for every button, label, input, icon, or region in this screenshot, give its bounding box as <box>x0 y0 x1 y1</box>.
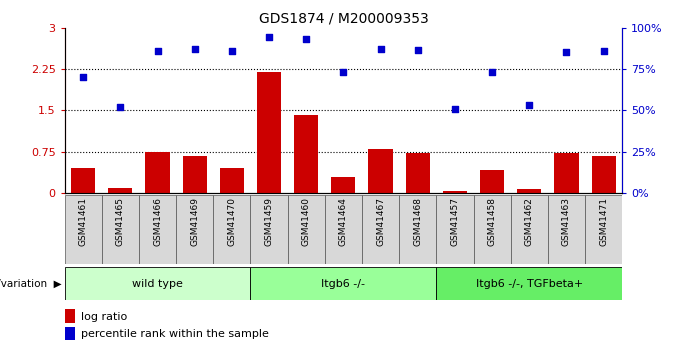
Text: GSM41465: GSM41465 <box>116 197 125 246</box>
Text: GSM41470: GSM41470 <box>227 197 237 246</box>
Text: GSM41469: GSM41469 <box>190 197 199 246</box>
Bar <box>65 267 250 300</box>
Bar <box>437 267 622 300</box>
Point <box>561 50 572 55</box>
Bar <box>71 168 95 193</box>
Bar <box>65 195 102 264</box>
Title: GDS1874 / M200009353: GDS1874 / M200009353 <box>258 11 428 25</box>
Text: percentile rank within the sample: percentile rank within the sample <box>82 329 269 339</box>
Point <box>264 34 275 40</box>
Bar <box>139 195 176 264</box>
Point <box>412 47 423 52</box>
Bar <box>369 149 392 193</box>
Bar <box>517 189 541 193</box>
Point <box>375 46 386 51</box>
Bar <box>214 195 250 264</box>
Point <box>189 46 200 51</box>
Text: log ratio: log ratio <box>82 312 128 322</box>
Bar <box>585 195 622 264</box>
Bar <box>176 195 214 264</box>
Point <box>301 36 311 41</box>
Text: GSM41460: GSM41460 <box>302 197 311 246</box>
Bar <box>65 309 75 323</box>
Text: GSM41457: GSM41457 <box>450 197 460 246</box>
Bar <box>406 154 430 193</box>
Text: GSM41463: GSM41463 <box>562 197 571 246</box>
Text: GSM41468: GSM41468 <box>413 197 422 246</box>
Text: GSM41471: GSM41471 <box>599 197 608 246</box>
Bar <box>65 327 75 340</box>
Text: GSM41461: GSM41461 <box>79 197 88 246</box>
Text: wild type: wild type <box>132 279 183 289</box>
Point <box>115 104 126 110</box>
Point <box>524 102 534 108</box>
Bar <box>257 72 281 193</box>
Bar <box>250 267 437 300</box>
Text: GSM41462: GSM41462 <box>525 197 534 246</box>
Bar <box>399 195 437 264</box>
Text: GSM41464: GSM41464 <box>339 197 348 246</box>
Text: GSM41467: GSM41467 <box>376 197 385 246</box>
Bar <box>473 195 511 264</box>
Text: genotype/variation  ▶: genotype/variation ▶ <box>0 279 61 289</box>
Bar <box>592 156 615 193</box>
Bar <box>511 195 548 264</box>
Point <box>152 49 163 54</box>
Bar <box>325 195 362 264</box>
Bar <box>108 188 133 193</box>
Point <box>226 49 237 54</box>
Bar <box>554 154 579 193</box>
Bar <box>480 170 504 193</box>
Point <box>449 107 460 112</box>
Bar <box>362 195 399 264</box>
Text: GSM41459: GSM41459 <box>265 197 273 246</box>
Bar <box>250 195 288 264</box>
Point <box>78 75 88 80</box>
Point <box>487 69 498 75</box>
Bar <box>443 191 467 193</box>
Bar <box>146 152 169 193</box>
Bar <box>102 195 139 264</box>
Bar <box>220 168 244 193</box>
Bar <box>294 115 318 193</box>
Point <box>338 70 349 75</box>
Text: Itgb6 -/-: Itgb6 -/- <box>322 279 365 289</box>
Text: GSM41466: GSM41466 <box>153 197 162 246</box>
Bar <box>183 156 207 193</box>
Text: Itgb6 -/-, TGFbeta+: Itgb6 -/-, TGFbeta+ <box>475 279 583 289</box>
Bar <box>331 177 356 193</box>
Bar <box>437 195 473 264</box>
Bar <box>548 195 585 264</box>
Text: GSM41458: GSM41458 <box>488 197 496 246</box>
Bar <box>288 195 325 264</box>
Point <box>598 49 609 54</box>
